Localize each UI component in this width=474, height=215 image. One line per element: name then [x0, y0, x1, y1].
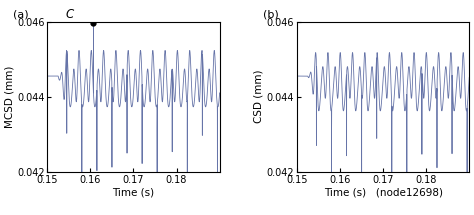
X-axis label: Time (s): Time (s)	[112, 187, 155, 198]
Y-axis label: MCSD (mm): MCSD (mm)	[4, 66, 14, 128]
Text: (b): (b)	[263, 9, 278, 20]
Y-axis label: CSD (mm): CSD (mm)	[254, 70, 264, 123]
Text: C: C	[66, 9, 74, 22]
Text: (a): (a)	[13, 9, 28, 20]
X-axis label: Time (s)   (node12698): Time (s) (node12698)	[324, 187, 443, 198]
